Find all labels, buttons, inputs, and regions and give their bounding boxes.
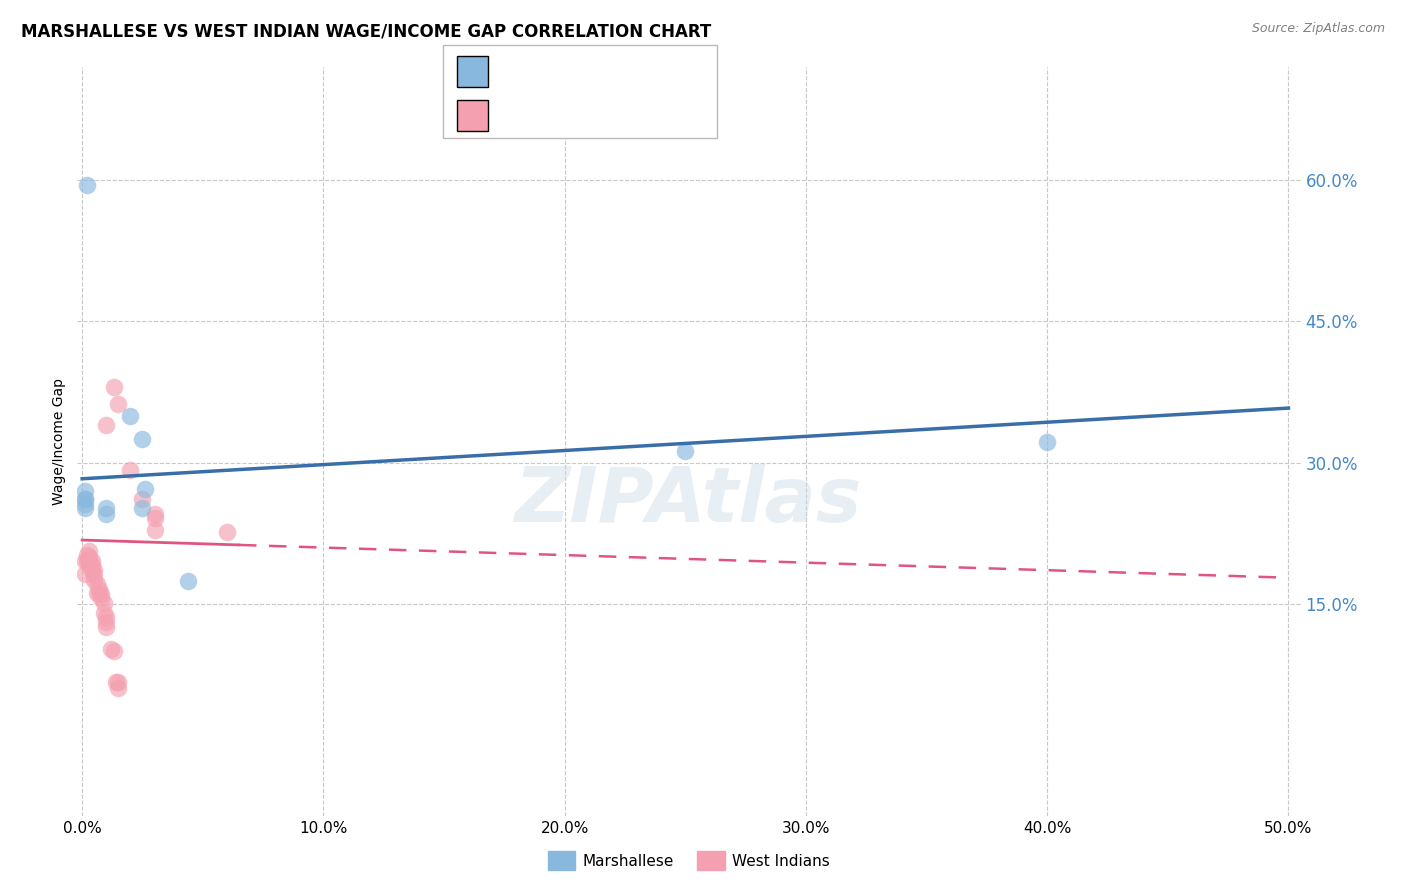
Point [90,587,112,601]
Point [73,500,96,515]
Point [76,178,98,192]
Point [93,596,115,610]
Point [107,675,129,690]
Point [1036,435,1059,450]
Point [73,483,96,498]
Point [73,491,96,506]
Point [120,409,142,423]
Point [79,558,101,573]
Point [96,418,118,433]
Point [96,507,118,521]
Point [73,491,96,506]
Point [87,582,110,596]
Point [177,574,200,588]
Legend: Marshallese, West Indians: Marshallese, West Indians [541,845,837,876]
Point [76,548,98,562]
Y-axis label: Wage/Income Gap: Wage/Income Gap [52,378,66,505]
Point [80,554,103,568]
Point [134,482,156,496]
Point [73,566,96,581]
Point [143,523,166,537]
Point [96,615,118,629]
Point [107,681,129,695]
Point [76,554,98,568]
Point [73,554,96,568]
Point [83,573,105,587]
Text: Source: ZipAtlas.com: Source: ZipAtlas.com [1251,22,1385,36]
Point [104,675,127,690]
Point [103,644,125,658]
Point [90,591,112,606]
Point [86,586,108,600]
Point [96,610,118,624]
Point [103,380,125,394]
Point [215,525,238,540]
Point [107,397,129,411]
Point [100,642,122,657]
Point [80,558,103,573]
Text: R = -0.022   N = 39: R = -0.022 N = 39 [498,103,688,120]
Point [93,606,115,620]
Text: R =  0.230   N = 15: R = 0.230 N = 15 [498,59,688,77]
Point [79,544,101,558]
Point [96,620,118,634]
Point [673,444,696,458]
Point [131,432,153,446]
Point [73,497,96,511]
Text: MARSHALLESE VS WEST INDIAN WAGE/INCOME GAP CORRELATION CHART: MARSHALLESE VS WEST INDIAN WAGE/INCOME G… [21,22,711,40]
Point [131,491,153,506]
Point [87,586,110,600]
Point [80,563,103,577]
Point [79,549,101,564]
Point [86,577,108,591]
Point [143,511,166,525]
Point [131,500,153,515]
Point [83,563,105,577]
Point [120,463,142,477]
Text: ZIPAtlas: ZIPAtlas [515,465,863,539]
Point [96,500,118,515]
Point [143,507,166,521]
Point [83,568,105,582]
Point [79,554,101,568]
